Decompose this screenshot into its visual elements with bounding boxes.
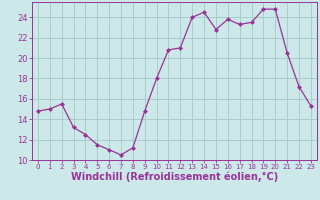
X-axis label: Windchill (Refroidissement éolien,°C): Windchill (Refroidissement éolien,°C)	[71, 172, 278, 182]
